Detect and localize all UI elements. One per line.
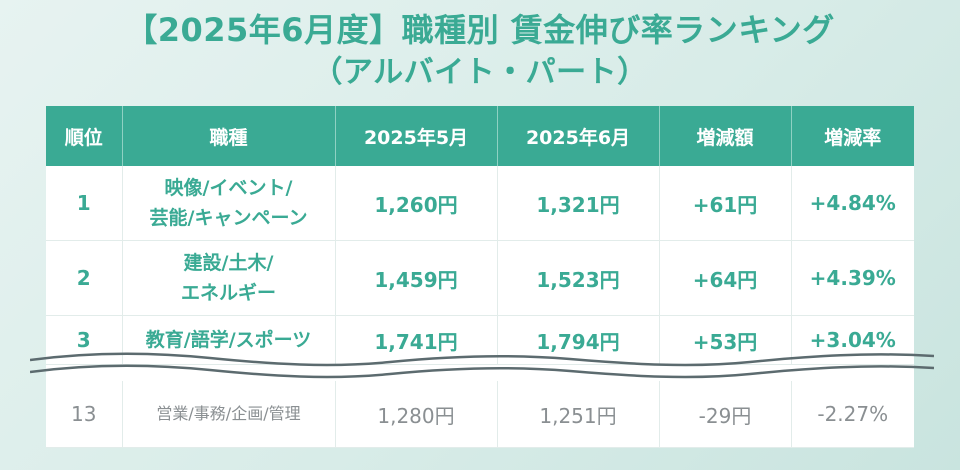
cell-may: 1,280円 [335,381,498,448]
table-row: 2 建設/土木/ エネルギー 1,459円 1,523円 +64円 +4.39% [46,240,914,316]
cell-job: 映像/イベント/ 芸能/キャンペーン [122,166,336,241]
cell-rate: +3.04% [791,315,914,365]
cell-job: 建設/土木/ エネルギー [122,240,336,316]
cell-rate: +4.39% [791,240,914,316]
cell-rank: 1 [46,166,123,241]
ranking-table: 順位 職種 2025年5月 2025年6月 増減額 増減率 1 映像/イベント/… [46,106,914,448]
table-row: 1 映像/イベント/ 芸能/キャンペーン 1,260円 1,321円 +61円 … [46,166,914,241]
table-row: 13 営業/事務/企画/管理 1,280円 1,251円 -29円 -2.27% [46,381,914,448]
table-break-row [46,364,914,381]
job-line-2: エネルギー [180,282,276,304]
cell-rank: 13 [46,381,123,448]
page-subtitle: （アルバイト・パート） [312,55,648,90]
cell-may: 1,260円 [335,166,498,241]
cell-job: 教育/語学/スポーツ [122,315,336,365]
header-may: 2025年5月 [335,106,498,166]
page-title: 【2025年6月度】職種別 賃金伸び率ランキング [125,11,835,49]
job-line-1: 映像/イベント/ [164,177,293,199]
header-rate: 増減率 [791,106,914,166]
job-line-1: 建設/土木/ [183,252,274,274]
cell-june: 1,794円 [497,315,660,365]
cell-diff: +53円 [659,315,792,365]
cell-job: 営業/事務/企画/管理 [122,381,336,448]
ranking-table-container: 順位 職種 2025年5月 2025年6月 増減額 増減率 1 映像/イベント/… [46,106,914,448]
job-line-2: 芸能/キャンペーン [149,207,308,229]
cell-rank: 3 [46,315,123,365]
header-rank: 順位 [46,106,123,166]
cell-june: 1,321円 [497,166,660,241]
cell-rate: +4.84% [791,166,914,241]
break-spacer [46,364,914,381]
cell-june: 1,523円 [497,240,660,316]
header-job: 職種 [122,106,336,166]
cell-may: 1,459円 [335,240,498,316]
cell-diff: +64円 [659,240,792,316]
table-header-row: 順位 職種 2025年5月 2025年6月 増減額 増減率 [46,106,914,166]
cell-may: 1,741円 [335,315,498,365]
header-diff: 増減額 [659,106,792,166]
cell-rate: -2.27% [791,381,914,448]
cell-diff: +61円 [659,166,792,241]
table-row: 3 教育/語学/スポーツ 1,741円 1,794円 +53円 +3.04% [46,315,914,365]
cell-rank: 2 [46,240,123,316]
header-june: 2025年6月 [497,106,660,166]
cell-june: 1,251円 [497,381,660,448]
cell-diff: -29円 [659,381,792,448]
